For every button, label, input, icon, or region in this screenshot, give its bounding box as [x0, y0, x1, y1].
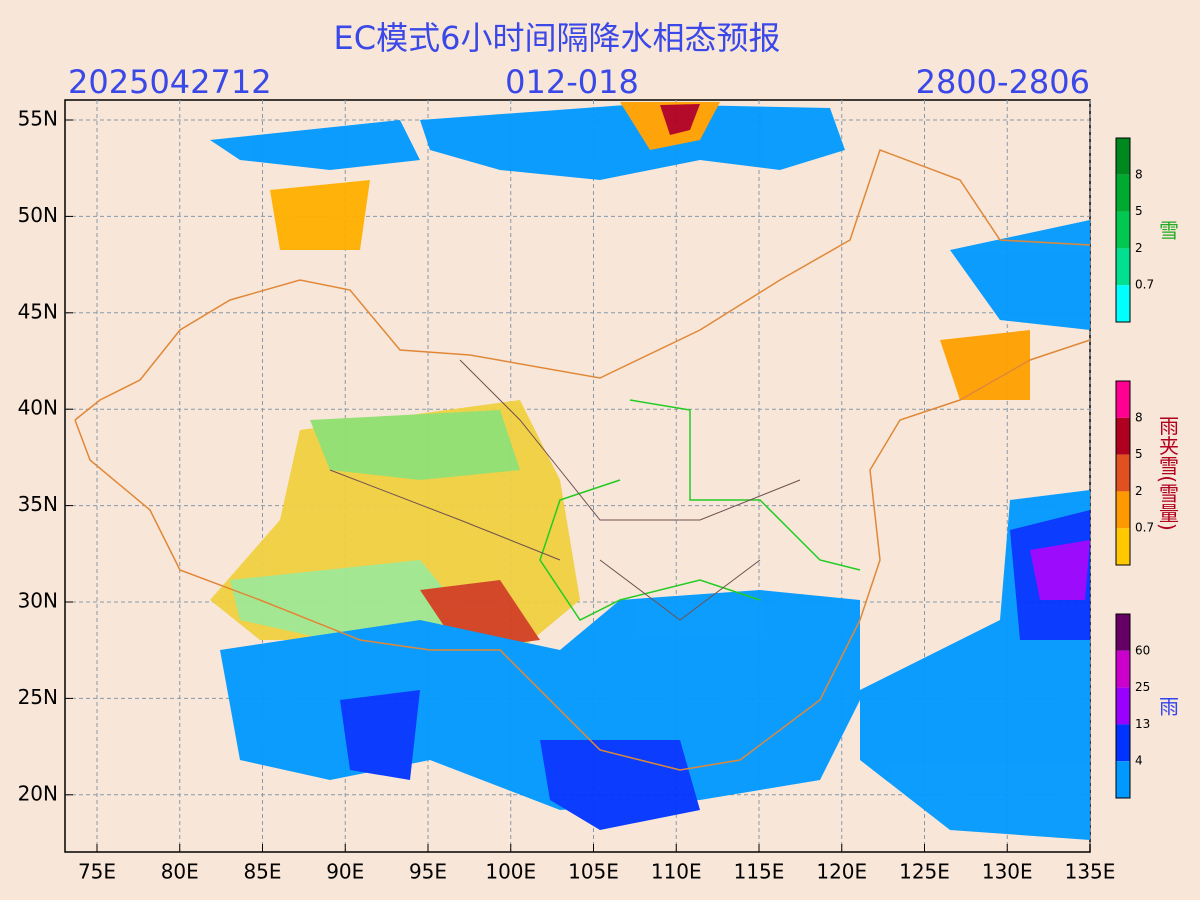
lon-tick-label: 95E	[409, 860, 447, 884]
province-border	[329, 359, 801, 621]
lat-tick-label: 25N	[18, 685, 58, 709]
legend-name: 雨	[1156, 696, 1180, 716]
lat-tick-label: 40N	[18, 396, 58, 420]
lat-tick-label: 55N	[18, 107, 58, 131]
lon-tick-label: 120E	[816, 860, 867, 884]
colorbar-segment	[1116, 491, 1130, 529]
colorbar-frame	[1115, 613, 1131, 799]
lon-tick-label: 100E	[485, 860, 536, 884]
colorbar-segment	[1116, 650, 1130, 688]
lon-tick-label: 135E	[1065, 860, 1116, 884]
colorbar-label: 5	[1135, 204, 1143, 218]
lon-tick-label: 90E	[326, 860, 364, 884]
colorbar-segment	[1116, 454, 1130, 492]
lon-tick-label: 125E	[899, 860, 950, 884]
snow-area	[310, 410, 520, 480]
lead-time: 012-018	[505, 63, 639, 101]
colorbar-label: 60	[1135, 643, 1150, 657]
colorbar-segment	[1116, 417, 1130, 455]
init-time: 2025042712	[68, 63, 272, 101]
lat-tick-label: 50N	[18, 203, 58, 227]
legend-name: 雨夹雪(雪量)	[1156, 415, 1180, 531]
colorbar-segment	[1116, 724, 1130, 762]
colorbar-segment	[1116, 381, 1130, 418]
rain-area	[540, 740, 700, 830]
colorbar-frame	[1115, 380, 1131, 566]
valid-time: 2800-2806	[916, 63, 1090, 101]
country-border	[74, 339, 1091, 771]
rain-area	[1030, 540, 1090, 600]
mix-area	[940, 330, 1030, 400]
precipitation	[210, 102, 1090, 840]
colorbar-label: 2	[1135, 241, 1143, 255]
colorbar-segment	[1116, 248, 1130, 286]
rain-area	[210, 120, 420, 170]
lat-tick-label: 20N	[18, 781, 58, 805]
colorbar-segment	[1116, 174, 1130, 212]
rain-area	[950, 220, 1090, 330]
lon-tick-label: 75E	[78, 860, 116, 884]
rain-area	[340, 690, 420, 780]
lat-tick-label: 45N	[18, 299, 58, 323]
rain-area	[420, 104, 845, 180]
colorbar-segment	[1116, 687, 1130, 725]
colorbar-frame	[1115, 137, 1131, 323]
colorbar-label: 8	[1135, 410, 1143, 424]
colorbar-label: 13	[1135, 717, 1150, 731]
lat-tick-label: 35N	[18, 492, 58, 516]
colorbar-label: 0.7	[1135, 521, 1154, 535]
colorbar-segment	[1116, 138, 1130, 175]
colorbar-label: 5	[1135, 447, 1143, 461]
title: EC模式6小时间隔降水相态预报	[334, 19, 781, 57]
colorbar-segment	[1116, 285, 1130, 322]
snow-area	[230, 560, 470, 640]
colorbar-label: 4	[1135, 754, 1143, 768]
colorbar-label: 0.7	[1135, 278, 1154, 292]
lon-tick-label: 105E	[568, 860, 619, 884]
legend-name: 雪	[1156, 220, 1180, 240]
colorbar-label: 8	[1135, 167, 1143, 181]
colorbar-segment	[1116, 761, 1130, 798]
mix-area	[270, 180, 370, 250]
mix-area	[660, 104, 700, 135]
colorbar-segment	[1116, 528, 1130, 565]
lon-tick-label: 80E	[161, 860, 199, 884]
country-border	[74, 149, 1091, 421]
colorbar-label: 2	[1135, 484, 1143, 498]
colorbar-label: 25	[1135, 680, 1150, 694]
lat-tick-label: 30N	[18, 589, 58, 613]
map: 75E 80E 85E 90E 95E 100E 105E 110E 115E 120E 125E 1…	[18, 99, 1116, 884]
lon-tick-label: 130E	[982, 860, 1033, 884]
colorbar-segment	[1116, 211, 1130, 249]
colorbar-segment	[1116, 614, 1130, 651]
lon-tick-label: 115E	[734, 860, 785, 884]
lon-tick-label: 110E	[651, 860, 702, 884]
river	[539, 399, 861, 621]
borders	[74, 149, 1091, 771]
lon-tick-label: 85E	[243, 860, 281, 884]
